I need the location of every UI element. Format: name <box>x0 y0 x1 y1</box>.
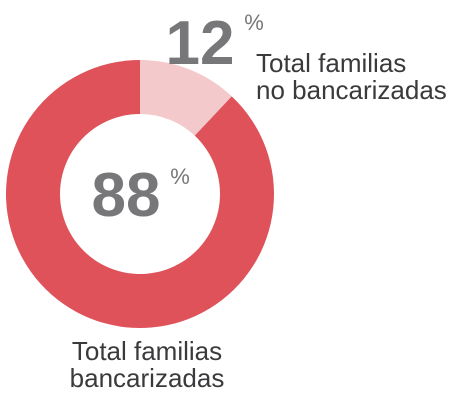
donut-slice-no-banked <box>140 60 232 136</box>
donut-slices <box>5 60 274 328</box>
slice-unit-no-banked: % <box>244 10 264 35</box>
slice-value-no-banked: 12 <box>166 9 235 78</box>
slice-label-no-banked-line1: Total familias <box>256 48 407 78</box>
slice-value-banked: 88 <box>92 161 161 230</box>
slice-label-no-banked-line2: no bancarizadas <box>256 75 447 105</box>
slice-label-banked: Total familias bancarizadas <box>40 338 254 392</box>
slice-label-banked-line1: Total familias <box>71 336 223 366</box>
slice-unit-banked: % <box>170 164 190 189</box>
slice-label-no-banked: Total familias no bancarizadas <box>256 50 447 104</box>
slice-label-banked-line2: bancarizadas <box>69 363 225 393</box>
donut-slice-banked <box>5 60 274 328</box>
